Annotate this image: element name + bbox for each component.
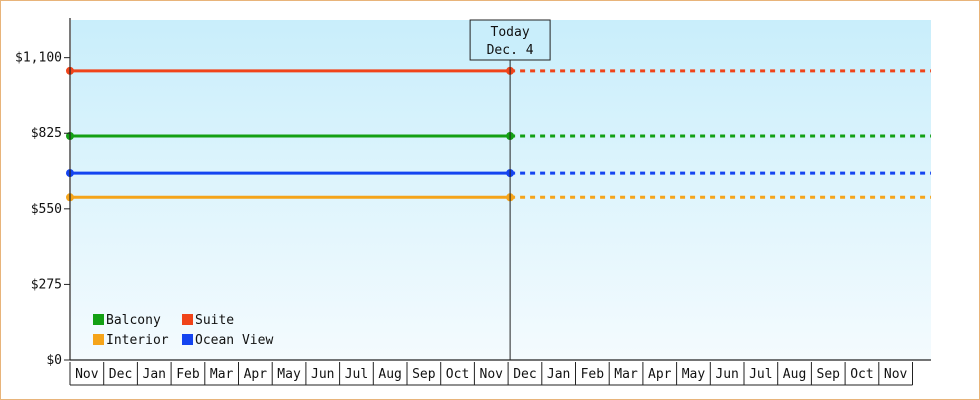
y-tick-label: $1,100 [15, 51, 62, 66]
x-tick-label: Dec [513, 367, 536, 382]
x-tick-label: Sep [817, 367, 841, 382]
plot-area [71, 20, 931, 360]
x-tick-label: Nov [884, 367, 908, 382]
legend-swatch-suite [182, 314, 193, 325]
today-callout [469, 19, 551, 61]
x-tick-label: Oct [850, 367, 873, 382]
series-lines [66, 66, 931, 202]
legend-label-interior: Interior [106, 333, 169, 348]
today-date-label: Dec. 4 [487, 43, 534, 58]
legend-swatch-balcony [93, 314, 104, 325]
y-tick-label: $275 [31, 277, 62, 292]
x-tick-label: Nov [480, 367, 504, 382]
legend-swatch-interior [93, 334, 104, 345]
x-tick-label: Mar [614, 367, 638, 382]
x-tick-label: Jun [715, 367, 738, 382]
x-tick-label: Aug [378, 367, 401, 382]
x-tick-label: Jan [143, 367, 166, 382]
axes: $0 $275 $550 $825 $1,100 Nov Dec Jan Feb Mar Apr Ma… [15, 18, 931, 386]
x-tick-label: Jun [311, 367, 334, 382]
x-tick-label: May [682, 367, 706, 382]
x-tick-label: Apr [648, 367, 672, 382]
x-tick-label: Jan [547, 367, 570, 382]
x-tick-label: Nov [75, 367, 99, 382]
legend-label-suite: Suite [195, 313, 234, 328]
legend-label-balcony: Balcony [106, 313, 161, 328]
x-tick-label: Jul [345, 367, 368, 382]
x-tick-label: Feb [176, 367, 200, 382]
today-marker: Today Dec. 4 [469, 19, 551, 360]
y-tick-label: $550 [31, 202, 62, 217]
x-tick-label: Jul [749, 367, 772, 382]
x-tick-label: Aug [783, 367, 806, 382]
y-tick-label: $0 [46, 353, 62, 368]
x-tick-label: Mar [210, 367, 234, 382]
legend-label-ocean-view: Ocean View [195, 333, 273, 348]
x-tick-label: Sep [412, 367, 436, 382]
x-tick-label: Oct [446, 367, 469, 382]
x-tick-label: May [277, 367, 301, 382]
y-tick-label: $825 [31, 126, 62, 141]
x-tick-label: Dec [109, 367, 132, 382]
x-tick-label: Apr [244, 367, 268, 382]
today-label: Today [491, 25, 530, 40]
legend: Suite Balcony Ocean View Interior [93, 313, 273, 348]
x-tick-label: Feb [581, 367, 605, 382]
legend-swatch-ocean-view [182, 334, 193, 345]
